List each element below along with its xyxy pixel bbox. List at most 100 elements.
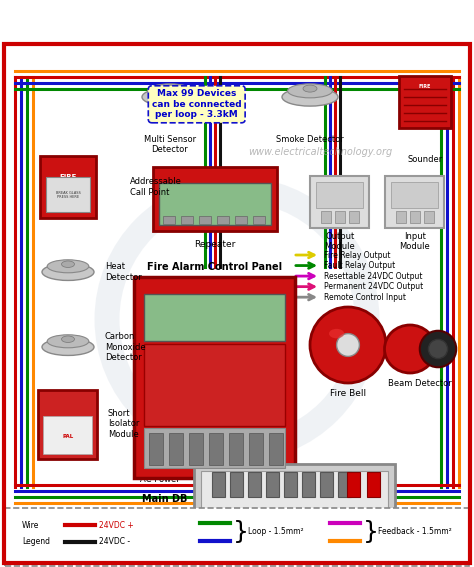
FancyBboxPatch shape bbox=[284, 472, 298, 497]
Ellipse shape bbox=[329, 329, 344, 338]
Text: Loop - 1.5mm²: Loop - 1.5mm² bbox=[248, 527, 304, 536]
FancyBboxPatch shape bbox=[194, 463, 395, 535]
FancyBboxPatch shape bbox=[159, 183, 271, 225]
Text: Permanent 24VDC Output: Permanent 24VDC Output bbox=[324, 282, 423, 291]
FancyBboxPatch shape bbox=[396, 211, 406, 223]
FancyBboxPatch shape bbox=[145, 294, 285, 341]
Text: Main DB: Main DB bbox=[142, 494, 188, 504]
FancyBboxPatch shape bbox=[270, 433, 283, 464]
Text: Smoke Detector: Smoke Detector bbox=[276, 135, 344, 144]
Text: Remote Control Input: Remote Control Input bbox=[324, 293, 406, 302]
Text: Legend: Legend bbox=[22, 536, 50, 545]
Text: Multi Sensor
Detector: Multi Sensor Detector bbox=[144, 135, 196, 154]
Circle shape bbox=[428, 340, 447, 358]
Ellipse shape bbox=[42, 338, 94, 356]
FancyBboxPatch shape bbox=[153, 167, 277, 231]
Text: }: } bbox=[363, 520, 379, 544]
FancyBboxPatch shape bbox=[424, 211, 434, 223]
FancyBboxPatch shape bbox=[170, 433, 183, 464]
Text: Feedback - 1.5mm²: Feedback - 1.5mm² bbox=[378, 527, 452, 536]
Text: Neutral: Neutral bbox=[263, 469, 294, 479]
FancyBboxPatch shape bbox=[199, 216, 211, 224]
Ellipse shape bbox=[147, 84, 192, 98]
FancyBboxPatch shape bbox=[5, 508, 469, 566]
Text: www.electricaltechnology.org: www.electricaltechnology.org bbox=[248, 147, 392, 157]
FancyBboxPatch shape bbox=[149, 433, 164, 464]
Ellipse shape bbox=[303, 85, 317, 92]
FancyBboxPatch shape bbox=[217, 216, 229, 224]
Text: Output
Module: Output Module bbox=[325, 232, 356, 251]
FancyBboxPatch shape bbox=[338, 472, 352, 497]
Ellipse shape bbox=[47, 260, 89, 273]
FancyBboxPatch shape bbox=[145, 344, 285, 425]
FancyBboxPatch shape bbox=[229, 433, 244, 464]
FancyBboxPatch shape bbox=[302, 472, 316, 497]
FancyBboxPatch shape bbox=[40, 156, 96, 218]
Text: Max 99 Devices
can be connected
per loop - 3.3kM: Max 99 Devices can be connected per loop… bbox=[152, 90, 242, 119]
Text: Fire Alarm Control Panel: Fire Alarm Control Panel bbox=[147, 262, 283, 272]
Text: Resettable 24VDC Output: Resettable 24VDC Output bbox=[324, 272, 422, 281]
FancyBboxPatch shape bbox=[212, 472, 226, 497]
FancyBboxPatch shape bbox=[367, 472, 381, 497]
Ellipse shape bbox=[42, 264, 94, 281]
FancyBboxPatch shape bbox=[201, 471, 389, 527]
Text: FIRE: FIRE bbox=[59, 174, 77, 180]
FancyBboxPatch shape bbox=[248, 472, 262, 497]
Circle shape bbox=[337, 333, 359, 357]
Ellipse shape bbox=[47, 335, 89, 348]
FancyBboxPatch shape bbox=[410, 211, 420, 223]
Ellipse shape bbox=[282, 88, 338, 106]
Text: 90 - 270V
AC Power: 90 - 270V AC Power bbox=[140, 464, 180, 484]
Text: Fire Relay Output: Fire Relay Output bbox=[324, 251, 391, 260]
Ellipse shape bbox=[142, 88, 198, 106]
Circle shape bbox=[420, 331, 456, 367]
FancyBboxPatch shape bbox=[310, 176, 370, 228]
Text: Input
Module: Input Module bbox=[400, 232, 430, 251]
FancyBboxPatch shape bbox=[181, 216, 193, 224]
FancyBboxPatch shape bbox=[44, 416, 92, 454]
FancyBboxPatch shape bbox=[135, 277, 295, 477]
Ellipse shape bbox=[384, 325, 436, 373]
FancyBboxPatch shape bbox=[210, 433, 224, 464]
FancyBboxPatch shape bbox=[385, 176, 445, 228]
FancyBboxPatch shape bbox=[38, 390, 98, 459]
Ellipse shape bbox=[62, 261, 74, 268]
FancyBboxPatch shape bbox=[46, 177, 90, 212]
Text: Heat
Detector: Heat Detector bbox=[105, 263, 142, 282]
FancyBboxPatch shape bbox=[349, 211, 359, 223]
Text: Carbon
Monoxide
Detector: Carbon Monoxide Detector bbox=[105, 332, 146, 362]
Text: BREAK GLASS
PRESS HERE: BREAK GLASS PRESS HERE bbox=[55, 191, 81, 199]
Text: Earth / Ground: Earth / Ground bbox=[263, 480, 325, 489]
Text: 24VDC +: 24VDC + bbox=[99, 521, 134, 530]
Ellipse shape bbox=[288, 84, 332, 98]
Text: Beam Detector: Beam Detector bbox=[388, 379, 452, 388]
Ellipse shape bbox=[62, 336, 74, 342]
Text: L: L bbox=[263, 459, 268, 468]
Text: Wire: Wire bbox=[22, 521, 39, 530]
Text: Repeater: Repeater bbox=[194, 240, 236, 249]
Text: FIRE: FIRE bbox=[419, 83, 431, 88]
Text: Fault Relay Output: Fault Relay Output bbox=[324, 261, 395, 270]
FancyBboxPatch shape bbox=[399, 76, 451, 128]
Text: Fire Bell: Fire Bell bbox=[330, 389, 366, 398]
Text: Addressable Fire Alarm System Wiring: Addressable Fire Alarm System Wiring bbox=[25, 11, 449, 29]
FancyBboxPatch shape bbox=[321, 211, 331, 223]
FancyBboxPatch shape bbox=[317, 182, 364, 208]
FancyBboxPatch shape bbox=[253, 216, 265, 224]
Text: 24VDC -: 24VDC - bbox=[99, 538, 130, 547]
Text: Sounder: Sounder bbox=[407, 155, 443, 164]
FancyBboxPatch shape bbox=[145, 428, 285, 468]
FancyBboxPatch shape bbox=[190, 433, 203, 464]
FancyBboxPatch shape bbox=[249, 433, 264, 464]
FancyBboxPatch shape bbox=[163, 216, 175, 224]
FancyBboxPatch shape bbox=[335, 211, 345, 223]
FancyBboxPatch shape bbox=[230, 472, 244, 497]
FancyBboxPatch shape bbox=[320, 472, 334, 497]
Text: }: } bbox=[233, 520, 249, 544]
Text: PAL: PAL bbox=[63, 434, 73, 439]
Ellipse shape bbox=[163, 85, 177, 92]
FancyBboxPatch shape bbox=[235, 216, 247, 224]
Text: Addressable
Call Point: Addressable Call Point bbox=[130, 177, 182, 197]
FancyBboxPatch shape bbox=[392, 182, 438, 208]
FancyBboxPatch shape bbox=[266, 472, 280, 497]
